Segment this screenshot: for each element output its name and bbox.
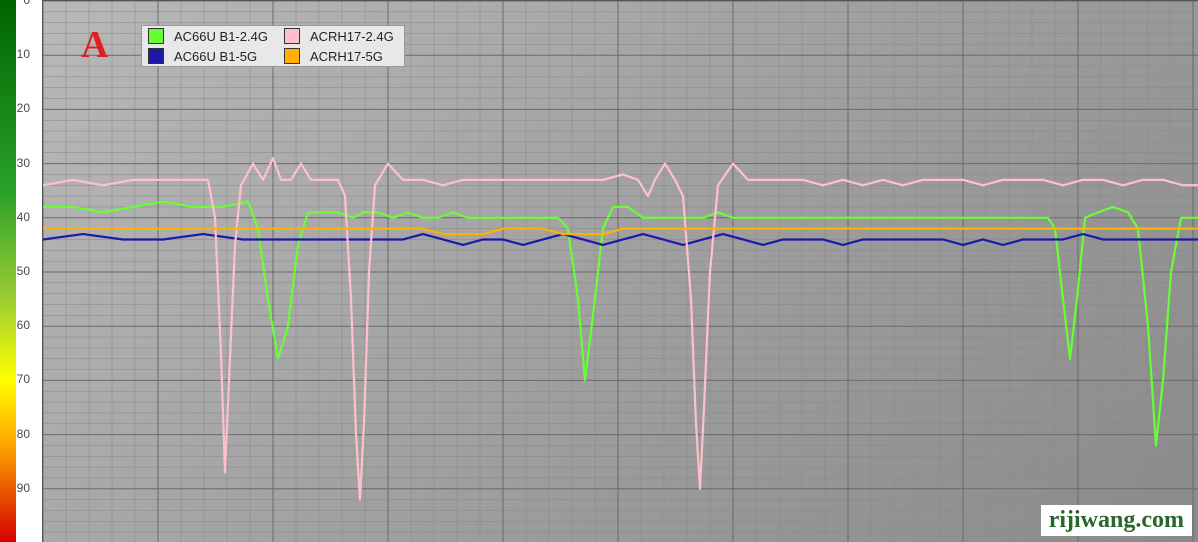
plot-svg <box>43 1 1198 542</box>
y-tick-label: 0 <box>8 0 30 7</box>
y-tick-label: 90 <box>8 481 30 495</box>
y-tick-label: 50 <box>8 264 30 278</box>
legend-label: AC66U B1-5G <box>174 49 257 64</box>
legend-swatch <box>284 28 300 44</box>
legend-label: AC66U B1-2.4G <box>174 29 268 44</box>
y-tick-label: 40 <box>8 210 30 224</box>
legend-swatch <box>284 48 300 64</box>
y-tick-label: 70 <box>8 372 30 386</box>
legend-item: AC66U B1-2.4G <box>142 26 278 46</box>
legend-label: ACRH17-2.4G <box>310 29 394 44</box>
legend: AC66U B1-2.4G AC66U B1-5G ACRH17-2.4G ACRH1… <box>141 25 405 67</box>
plot-area: A AC66U B1-2.4G AC66U B1-5G ACRH17-2.4G ACR… <box>42 0 1198 542</box>
legend-item: ACRH17-2.4G <box>278 26 404 46</box>
legend-swatch <box>148 48 164 64</box>
legend-label: ACRH17-5G <box>310 49 383 64</box>
y-tick-label: 60 <box>8 318 30 332</box>
legend-swatch <box>148 28 164 44</box>
y-tick-label: 80 <box>8 427 30 441</box>
series-line <box>43 158 1198 499</box>
legend-item: ACRH17-5G <box>278 46 404 66</box>
watermark: rijiwang.com <box>1041 505 1192 536</box>
marker-label-a: A <box>81 23 108 67</box>
y-tick-label: 30 <box>8 156 30 170</box>
y-tick-label: 20 <box>8 101 30 115</box>
y-tick-label: 10 <box>8 47 30 61</box>
legend-item: AC66U B1-5G <box>142 46 278 66</box>
chart-container: 0102030405060708090 A AC66U B1-2.4GAC66U… <box>0 0 1198 542</box>
